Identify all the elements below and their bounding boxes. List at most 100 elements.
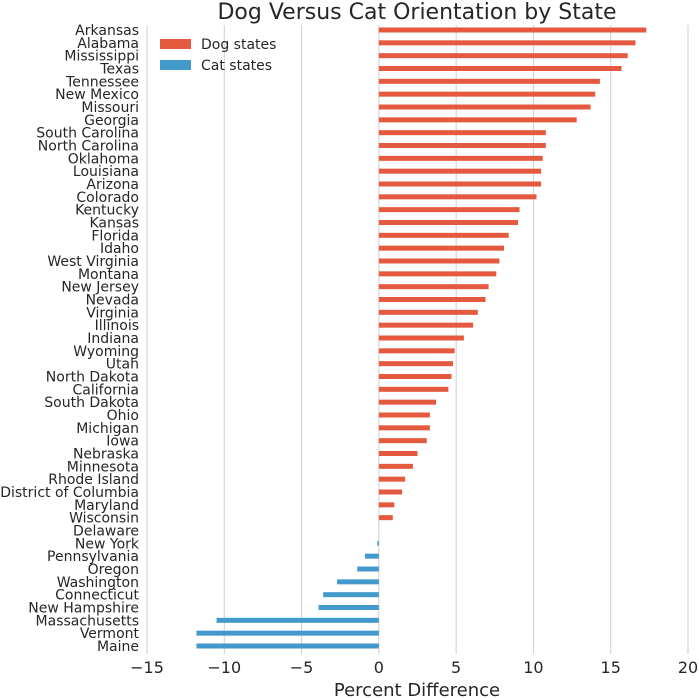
x-tick-label: 15 — [601, 658, 621, 677]
y-tick-label: North Carolina — [38, 139, 139, 155]
y-tick-label: Illinois — [95, 318, 139, 334]
y-tick-label: Idaho — [100, 241, 139, 257]
y-tick-label: Alabama — [77, 36, 139, 52]
bar — [357, 566, 379, 572]
bars — [196, 27, 647, 649]
y-tick-label: Arkansas — [75, 23, 139, 39]
y-tick-label: South Carolina — [36, 126, 139, 142]
bar — [378, 130, 546, 136]
y-tick-label: Wisconsin — [69, 511, 139, 527]
bar — [378, 155, 543, 161]
x-tick-label: 5 — [451, 658, 461, 677]
y-tick-label: Oklahoma — [68, 151, 139, 167]
bar — [378, 374, 452, 379]
bar — [378, 194, 537, 200]
bar — [378, 463, 413, 469]
bar — [378, 181, 542, 187]
bar — [378, 207, 520, 213]
bar — [378, 322, 474, 328]
y-tick-label: Texas — [99, 62, 139, 78]
bar — [364, 553, 379, 559]
y-tick-label: Kentucky — [75, 203, 139, 219]
y-tick-label: Tennessee — [65, 74, 139, 90]
bar — [378, 78, 600, 84]
y-tick-label: Delaware — [73, 524, 139, 540]
y-tick-label: Wyoming — [73, 344, 139, 360]
y-tick-label: Kansas — [89, 216, 139, 232]
y-tick-label: Massachusetts — [36, 613, 139, 629]
y-tick-label: North Dakota — [46, 370, 139, 386]
legend-label: Cat states — [201, 58, 272, 74]
y-tick-label: Mississippi — [64, 49, 139, 65]
y-tick-label: Missouri — [81, 100, 139, 116]
x-tick-labels: −15 −10 −5 0 5 10 15 20 — [130, 658, 698, 677]
bar — [378, 438, 427, 444]
bar — [378, 27, 647, 33]
y-tick-label: Rhode Island — [48, 472, 139, 488]
bar — [378, 425, 430, 431]
bar — [378, 168, 542, 174]
y-tick-label: Georgia — [84, 113, 139, 129]
y-tick-label: South Dakota — [44, 395, 139, 411]
bar — [318, 605, 379, 610]
y-tick-label: New York — [75, 536, 140, 552]
bar — [378, 66, 622, 71]
x-axis-label: Percent Difference — [334, 680, 500, 698]
x-tick-label: 20 — [678, 658, 698, 677]
y-tick-label: Maine — [97, 639, 139, 655]
y-tick-label: Virginia — [86, 305, 139, 321]
bar — [378, 40, 636, 46]
y-tick-label: Washington — [57, 575, 139, 591]
y-tick-label: West Virginia — [47, 254, 139, 270]
y-tick-label: Utah — [106, 357, 139, 373]
bar — [378, 143, 546, 148]
bar — [378, 348, 455, 354]
x-tick-label: 10 — [523, 658, 543, 677]
bar — [378, 91, 596, 97]
legend-swatch — [160, 60, 191, 70]
y-tick-label: Indiana — [87, 331, 139, 347]
y-tick-label: Louisiana — [73, 164, 139, 180]
bar — [378, 335, 464, 341]
x-tick-label: −5 — [290, 658, 314, 677]
y-tick-label: Montana — [78, 267, 139, 283]
bar — [196, 643, 379, 649]
y-tick-label: Minnesota — [67, 459, 139, 475]
y-tick-label: New Jersey — [61, 280, 139, 296]
y-tick-label: Maryland — [74, 498, 139, 514]
bar — [378, 502, 395, 508]
bar — [378, 361, 454, 367]
bar — [378, 245, 505, 251]
bar — [216, 617, 379, 623]
bar — [323, 592, 379, 598]
y-tick-label: Michigan — [76, 421, 139, 437]
bar — [378, 297, 486, 302]
x-tick-label: −10 — [207, 658, 241, 677]
y-tick-label: Nevada — [86, 293, 139, 309]
bar — [378, 489, 403, 495]
bar — [378, 309, 478, 315]
bar — [377, 540, 379, 546]
legend: Dog states Cat states — [160, 37, 276, 74]
chart-title: Dog Versus Cat Orientation by State — [217, 0, 616, 25]
y-tick-label: New Hampshire — [28, 601, 139, 617]
bar — [378, 451, 418, 456]
y-tick-label: Arizona — [86, 177, 139, 193]
bar — [337, 579, 379, 585]
y-tick-label: Vermont — [80, 626, 140, 642]
y-tick-label: Ohio — [107, 408, 139, 424]
y-tick-label: Florida — [91, 228, 139, 244]
y-tick-labels: ArkansasAlabamaMississippiTexasTennessee… — [0, 23, 140, 655]
y-tick-label: Nebraska — [73, 447, 139, 463]
y-tick-label: California — [73, 382, 139, 398]
legend-label: Dog states — [201, 37, 276, 53]
bar — [378, 476, 406, 482]
bar — [196, 630, 379, 636]
y-tick-label: New Mexico — [55, 87, 139, 103]
bar — [378, 284, 489, 290]
bar — [378, 386, 449, 392]
x-tick-label: −15 — [130, 658, 164, 677]
y-tick-label: Oregon — [88, 562, 139, 578]
bar — [378, 53, 628, 59]
